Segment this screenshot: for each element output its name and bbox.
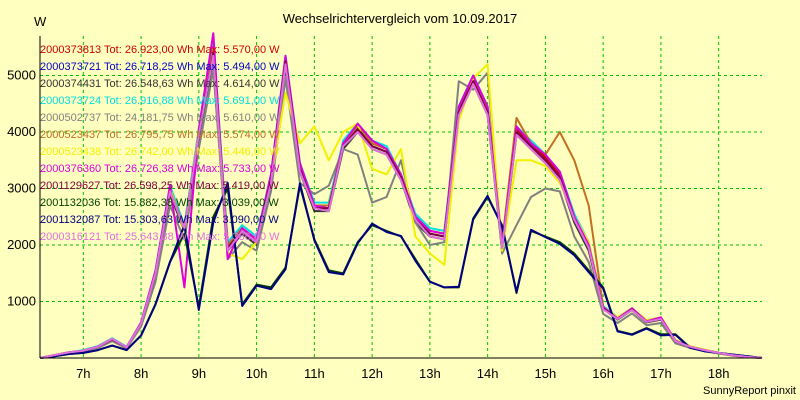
- series-line-4: [39, 68, 763, 359]
- legend-entry-3: 2000373724 Tot: 26.916,88 Wh Max: 5.691,…: [40, 95, 280, 107]
- series-line-10: [39, 181, 763, 359]
- tick-labels: 1000 2000 3000 4000 5000 7h 8h 9h 10h 11h 12h 13h 14…: [7, 68, 729, 381]
- x-tick-label: 9h: [192, 366, 206, 381]
- legend-entry-6: 2000523438 Tot: 26.742,00 Wh Max: 5.446,…: [40, 146, 280, 158]
- legend-entry-8: 2001129627 Tot: 26.598,25 Wh Max: 5.419,…: [40, 180, 279, 192]
- legend-entry-4: 2000502737 Tot: 24.181,75 Wh Max: 5.610,…: [40, 112, 280, 124]
- x-tick-label: 13h: [419, 366, 441, 381]
- series-line-11: [39, 54, 763, 359]
- x-tick-label: 17h: [650, 366, 672, 381]
- y-tick-label: 4000: [7, 124, 36, 139]
- y-tick-label: 1000: [7, 294, 36, 309]
- legend-entry-9: 2001132036 Tot: 15.882,38 Wh Max: 3.039,…: [40, 197, 279, 209]
- y-axis-unit: W: [34, 14, 47, 29]
- legend-entry-1: 2000373721 Tot: 26.718,25 Wh Max: 5.494,…: [40, 61, 280, 73]
- chart-title: Wechselrichtervergleich vom 10.09.2017: [282, 11, 518, 26]
- plot-background: [40, 36, 762, 358]
- x-tick-label: 7h: [76, 366, 90, 381]
- y-tick-label: 2000: [7, 237, 36, 252]
- x-tick-label: 16h: [592, 366, 614, 381]
- credit-label: SunnyReport pinxit: [703, 385, 796, 397]
- legend: 2000373813 Tot: 26.923,00 Wh Max: 5.570,…: [40, 42, 280, 246]
- legend-entry-10: 2001132087 Tot: 15.303,63 Wh Max: 3.090,…: [40, 214, 279, 226]
- grid-lines: [40, 36, 762, 358]
- y-tick-label: 5000: [7, 68, 36, 83]
- legend-entry-5: 2000523437 Tot: 26.795,75 Wh Max: 5.574,…: [40, 129, 280, 141]
- series-lines: [39, 32, 763, 359]
- x-tick-label: 18h: [708, 366, 730, 381]
- axes: [39, 36, 762, 359]
- legend-entry-7: 2000376360 Tot: 26.726,38 Wh Max: 5.733,…: [40, 163, 280, 175]
- legend-entry-0: 2000373813 Tot: 26.923,00 Wh Max: 5.570,…: [40, 44, 280, 56]
- x-tick-label: 14h: [477, 366, 499, 381]
- x-tick-label: 11h: [304, 366, 325, 381]
- x-tick-label: 8h: [134, 366, 148, 381]
- y-tick-label: 3000: [7, 181, 36, 196]
- x-tick-label: 15h: [535, 366, 557, 381]
- legend-entry-2: 2000374431 Tot: 26.548,63 Wh Max: 4.614,…: [40, 78, 280, 90]
- x-tick-label: 10h: [246, 366, 268, 381]
- x-tick-label: 12h: [361, 366, 383, 381]
- legend-entry-11: 2000316121 Tot: 25.643,38 Wh Max: 5.386,…: [40, 231, 280, 243]
